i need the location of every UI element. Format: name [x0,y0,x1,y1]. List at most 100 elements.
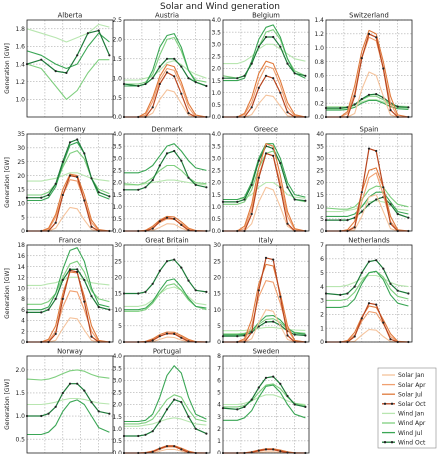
data-point-solar-oct [68,269,72,272]
data-point-solar-oct [264,152,268,155]
data-point-wind-oct [205,186,208,189]
y-tick-label: 6 [21,307,25,314]
plot-frame [123,244,211,343]
panel-great-britain: 0 5 10 15 20 25 30 Great Britain [114,237,211,346]
data-point-wind-oct [187,176,190,179]
y-tick-label: 2.5 [112,17,122,24]
data-point-solar-oct [173,332,176,335]
y-tick-label: 2.5 [211,168,221,175]
data-point-wind-oct [158,420,161,423]
data-point-wind-oct [396,212,399,216]
series-line-wind-oct [124,399,207,437]
plot-frame [222,133,310,232]
panel-title: Italy [259,237,274,245]
data-point-wind-oct [194,289,197,292]
series-line-solar-apr [124,67,207,118]
y-tick-label: 1.0 [112,426,122,433]
y-tick-label: 0 [320,228,324,235]
data-point-wind-oct [180,65,183,68]
data-point-solar-oct [264,448,268,451]
series-line-wind-jan [124,179,207,186]
series-line-wind-apr [26,369,110,381]
data-point-solar-oct [151,450,154,453]
y-tick-label: 3.0 [211,155,221,162]
data-point-solar-oct [83,300,86,303]
data-point-solar-oct [68,174,72,177]
y-tick-label: 1.2 [314,31,324,38]
plot-frame [325,133,413,232]
data-point-wind-oct [339,106,342,110]
data-point-solar-oct [83,199,86,202]
data-point-solar-oct [180,336,183,339]
data-point-wind-oct [90,401,93,404]
data-point-wind-oct [61,160,64,163]
y-tick-label: 2 [21,328,25,335]
legend-marker-solar-oct [390,402,394,405]
y-tick-label: 0.5 [112,216,122,223]
legend-marker-solar-oct [383,402,387,405]
series-line-wind-jan [27,172,110,182]
data-point-wind-oct [76,54,79,57]
data-point-wind-oct [54,182,57,185]
data-point-solar-oct [286,111,289,114]
data-point-wind-oct [339,293,342,296]
legend-marker-wind-oct [383,441,387,444]
y-tick-label: 1.5 [112,192,122,199]
series-line-wind-oct [223,145,306,203]
data-point-wind-oct [243,198,246,201]
series-line-wind-jan [223,394,306,406]
series-line-wind-jul [326,270,409,308]
y-tick-label: 25 [213,258,221,265]
panel-title: Portugal [153,348,181,356]
series-line-wind-apr [326,95,409,110]
y-tick-label: 10 [316,204,324,211]
legend-label-solar-jul: Solar Jul [398,391,423,398]
data-point-wind-oct [264,35,268,39]
data-point-wind-oct [76,268,79,271]
panel-austria: 0.0 0.5 1.0 1.5 2.0 2.5 Austria [112,12,211,121]
data-point-wind-oct [293,333,296,336]
y-tick-label: 0.5 [112,95,122,102]
data-point-wind-oct [205,290,208,293]
data-point-wind-oct [83,389,86,392]
data-point-wind-oct [396,105,399,108]
y-axis-label: Generation [GW] [4,43,11,94]
data-point-wind-oct [304,334,307,337]
panel-title: Switzerland [349,12,389,20]
data-point-wind-oct [339,219,342,222]
legend-label-solar-oct: Solar Oct [398,401,426,408]
y-tick-label: 15 [114,291,122,298]
data-point-solar-oct [353,226,356,229]
series-line-wind-jul [124,143,207,174]
data-point-wind-oct [173,57,176,60]
y-tick-label: 2.5 [211,54,221,61]
series-line-wind-jan [124,417,207,427]
data-point-solar-oct [187,112,190,115]
panel-greece: 0.0 0.5 1.0 1.5 2.0 2.5 3.0 3.5 4.0 Greece [211,126,310,235]
data-point-solar-oct [165,332,169,335]
y-tick-label: 4.0 [211,131,221,138]
series-line-wind-apr [325,185,409,210]
legend-marker-wind-oct [390,441,394,444]
data-point-wind-oct [151,430,154,433]
data-point-solar-oct [375,149,378,153]
panel-france: 0 2 4 6 8 10 12 14 16 18 France Generation [GW] [4,237,114,346]
series-line-solar-jul [326,305,409,343]
data-point-wind-oct [286,186,289,189]
data-point-wind-oct [54,70,57,73]
y-tick-label: 0 [118,339,122,346]
data-point-solar-oct [382,67,385,70]
y-tick-label: 4.0 [112,131,122,138]
data-point-wind-oct [293,198,296,201]
data-point-wind-oct [61,278,64,282]
y-tick-label: 2.0 [112,37,122,44]
y-tick-label: 30 [213,242,221,249]
data-point-solar-oct [286,334,289,337]
y-tick-label: 1.8 [15,26,25,33]
series-line-wind-oct [27,383,110,417]
data-point-solar-oct [165,71,169,74]
data-point-wind-oct [257,45,260,48]
data-point-solar-oct [272,77,275,80]
series-line-wind-jul [27,141,110,202]
